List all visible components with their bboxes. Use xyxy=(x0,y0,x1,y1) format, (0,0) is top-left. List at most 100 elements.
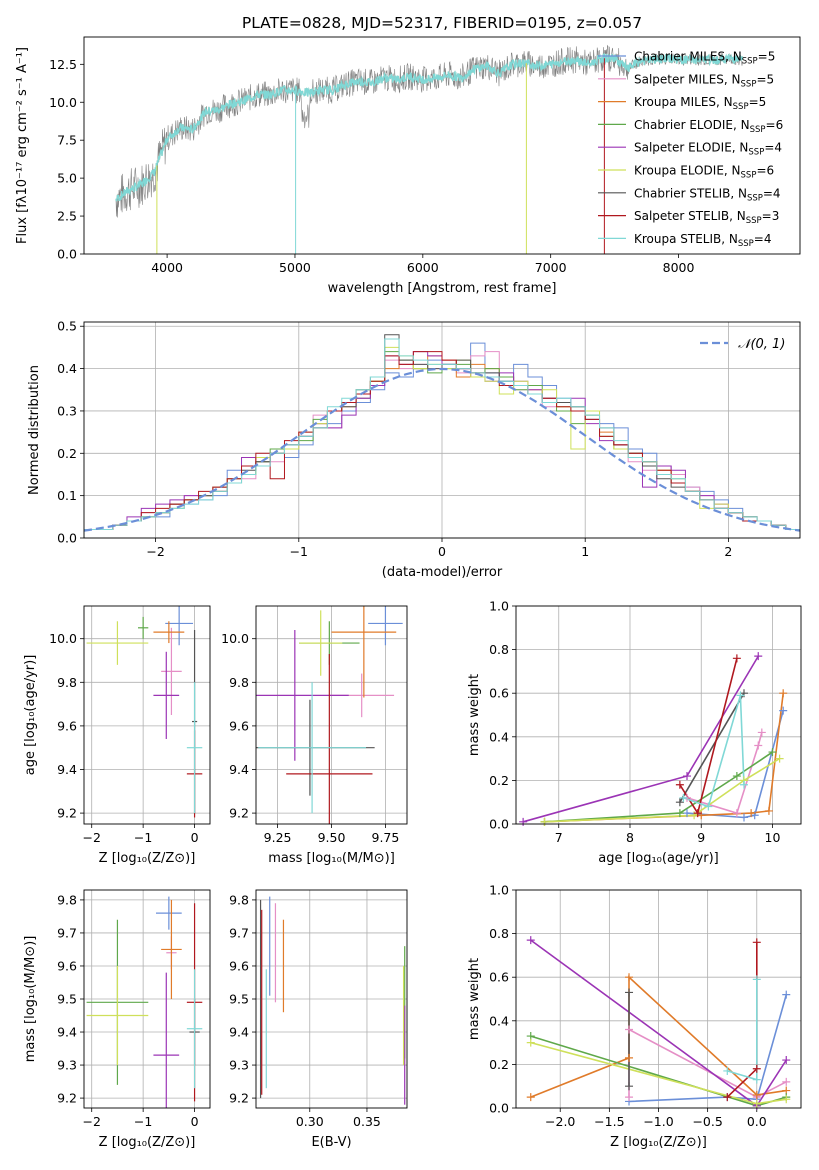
mass-weight-marker xyxy=(723,1093,732,1102)
axes-frame xyxy=(83,889,211,1109)
axes-frame xyxy=(515,889,802,1109)
x-axis-label: Z [log₁₀(Z/Z⊙)] xyxy=(99,1135,196,1150)
y-tick-label: 0.0 xyxy=(57,531,77,546)
y-tick-label: 9.8 xyxy=(57,892,77,907)
mass-weight-marker xyxy=(540,817,549,826)
x-tick-label: 0 xyxy=(191,830,199,845)
y-tick-label: 12.5 xyxy=(49,57,77,72)
panel-2: −2 −1 0 1 2 0.0 0.1 0.2 0.3 0.4 0.5 (data-model)/er… xyxy=(27,319,801,580)
mass-weight-marker xyxy=(683,809,691,818)
panel-1: 4000 5000 6000 7000 8000 0.0 2.5 5.0 7.5 10.0 12.5… xyxy=(15,14,801,296)
mass-weight-marker xyxy=(693,809,702,818)
mass-weight-marker xyxy=(752,1064,761,1073)
legend-label: Chabrier ELODIE, NSSP=6 xyxy=(634,118,783,135)
mass-weight-marker xyxy=(625,988,634,997)
y-tick-label: 9.6 xyxy=(229,958,249,973)
y-tick-label: 9.6 xyxy=(57,958,77,973)
mass-weight-marker xyxy=(732,654,741,663)
x-tick-label: 9.25 xyxy=(264,830,292,845)
y-tick-label: 0.0 xyxy=(489,1101,509,1116)
x-tick-label: −1 xyxy=(290,544,308,559)
x-tick-label: −1.5 xyxy=(594,1114,624,1129)
legend-label-count: =6 xyxy=(766,118,784,132)
y-tick-label: 9.7 xyxy=(57,925,77,940)
mass-weight-marker xyxy=(752,975,761,984)
y-tick-label: 10.0 xyxy=(49,631,77,646)
mass-weight-marker xyxy=(782,1077,791,1086)
mass-weight-marker xyxy=(768,748,777,757)
legend-label-name: Chabrier MILES, N xyxy=(634,50,742,64)
x-axis-label: E(B-V) xyxy=(311,1135,351,1150)
x-tick-label: 0.35 xyxy=(353,1114,381,1129)
mass-weight-marker xyxy=(782,1095,791,1104)
x-tick-label: −2.0 xyxy=(545,1114,575,1129)
legend-label-sub: SSP xyxy=(741,79,757,89)
y-tick-label: 0.0 xyxy=(489,817,509,832)
legend-label-count: =3 xyxy=(762,209,780,223)
axes-frame xyxy=(515,605,802,825)
mass-weight-marker xyxy=(740,780,748,789)
y-tick-label: 9.2 xyxy=(57,806,77,821)
y-tick-label: 9.7 xyxy=(229,925,249,940)
x-tick-label: 7000 xyxy=(535,260,567,275)
legend-label-count: =4 xyxy=(754,232,772,246)
legend-label-count: =5 xyxy=(749,95,767,109)
panel-8: −2.0 −1.5 −1.0 −0.5 0.0 0.0 0.2 0.4 0.6 0.8 1.0 Z [… xyxy=(467,883,802,1150)
legend-label-count: =5 xyxy=(758,50,776,64)
x-tick-label: −2 xyxy=(82,1114,100,1129)
legend-label-sub: SSP xyxy=(746,216,762,226)
y-tick-label: 9.6 xyxy=(229,718,249,733)
mass-weight-marker xyxy=(740,813,748,822)
mass-weight-marker xyxy=(675,780,684,789)
y-tick-label: 1.0 xyxy=(489,599,509,614)
y-tick-label: 9.5 xyxy=(57,992,77,1007)
plot-area xyxy=(86,896,203,1108)
panel-5: 7 8 9 10 0.0 0.2 0.4 0.6 0.8 1.0 age [log₁₀(age/yr… xyxy=(467,599,802,866)
x-tick-label: 9.50 xyxy=(318,830,346,845)
mass-weight-marker xyxy=(752,1090,761,1099)
y-tick-label: 9.4 xyxy=(57,1025,77,1040)
histogram-series-8 xyxy=(84,351,800,538)
mass-weight-marker xyxy=(625,1082,634,1091)
mass-weight-marker xyxy=(675,809,684,818)
mass-weight-line-2 xyxy=(686,732,763,815)
mass-weight-marker xyxy=(723,1066,732,1075)
mass-weight-marker xyxy=(782,1056,791,1065)
y-tick-label: 0.2 xyxy=(57,446,77,461)
y-tick-label: 9.8 xyxy=(229,675,249,690)
legend-label-sub: SSP xyxy=(747,193,763,203)
mass-weight-line-9 xyxy=(683,695,745,808)
y-axis-label: mass weight xyxy=(467,674,482,756)
x-tick-label: 9 xyxy=(697,830,705,845)
y-tick-label: 10.0 xyxy=(221,631,249,646)
mass-weight-marker xyxy=(526,1093,535,1102)
x-axis-label: (data-model)/error xyxy=(382,565,503,580)
panel-6: −2 −1 0 9.2 9.3 9.4 9.5 9.6 9.7 9.8 Z [log₁₀(Z/Z⊙)… xyxy=(23,889,211,1150)
y-axis-label: age [log₁₀(age/yr)] xyxy=(23,655,38,776)
x-tick-label: 8 xyxy=(626,830,634,845)
legend-label-sub: SSP xyxy=(750,125,766,135)
mass-weight-marker xyxy=(752,938,761,947)
mass-weight-marker xyxy=(679,793,688,802)
y-tick-label: 0.2 xyxy=(489,773,509,788)
mass-weight-marker xyxy=(526,936,535,945)
mass-weight-marker xyxy=(754,741,763,750)
mass-weight-line-3 xyxy=(544,693,784,823)
y-tick-label: 0.5 xyxy=(57,319,77,334)
legend-label-name: Chabrier ELODIE, N xyxy=(634,118,750,132)
legend-label-sub: SSP xyxy=(748,148,764,158)
x-tick-label: 8000 xyxy=(663,260,695,275)
mass-weight-marker xyxy=(757,728,766,737)
mass-weight-marker xyxy=(754,652,763,661)
y-tick-label: 7.5 xyxy=(57,133,77,148)
legend-label-count: =6 xyxy=(756,164,774,178)
x-tick-label: 6000 xyxy=(407,260,439,275)
y-tick-label: 2.5 xyxy=(57,209,77,224)
legend-label: Chabrier STELIB, NSSP=4 xyxy=(634,186,781,203)
mass-weight-marker xyxy=(782,990,791,999)
legend-label-count: =4 xyxy=(763,186,781,200)
axes-frame xyxy=(255,889,408,1109)
legend-label: 𝒩(0, 1) xyxy=(738,337,785,352)
x-axis-label: Z [log₁₀(Z/Z⊙)] xyxy=(99,851,196,866)
panel-4: 9.25 9.50 9.75 9.2 9.4 9.6 9.8 10.0 mass [log₁₀(… xyxy=(221,605,408,866)
